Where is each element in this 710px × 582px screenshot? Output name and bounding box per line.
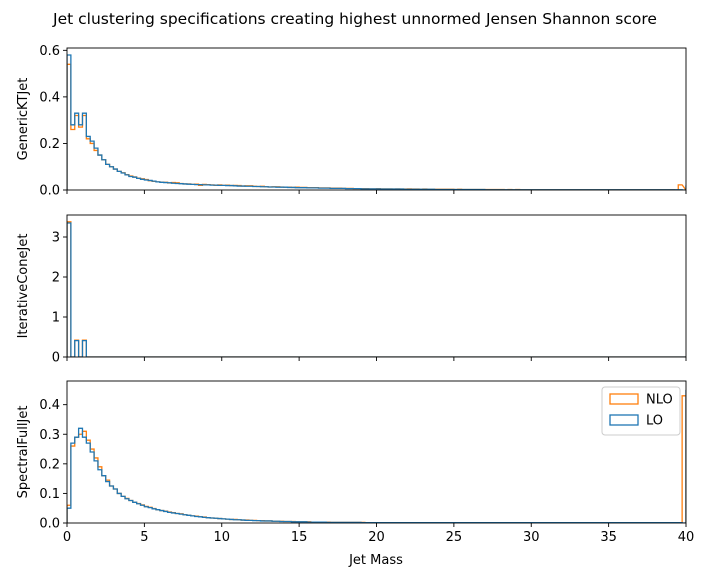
y-tick-label: 2 [52,271,60,286]
y-axis-label: GenericKTJet [16,78,31,161]
panels: 0.0 0.2 0.4 0.6 GenericKTJet 0 1 2 3 IterativeCon… [16,44,694,545]
x-tick-label: 15 [291,530,308,545]
y-tick-label: 0.3 [39,428,60,443]
y-tick-label: 0.0 [39,184,60,199]
x-tick-label: 20 [368,530,385,545]
x-tick-label: 25 [446,530,463,545]
y-tick-label: 0.2 [39,457,60,472]
x-tick-label: 0 [63,530,71,545]
legend-label-nlo: NLO [646,393,673,408]
y-tick-label: 0.1 [39,487,60,502]
legend-swatch-lo [609,414,639,426]
y-tick-label: 0.2 [39,137,60,152]
y-tick-label: 0.4 [39,90,60,105]
x-tick-label: 5 [140,530,148,545]
y-tick-label: 0.0 [39,517,60,532]
legend-box [601,386,681,436]
y-tick-label: 0.6 [39,44,60,59]
chart-title: Jet clustering specifications creating h… [52,10,657,28]
x-tick-label: 30 [523,530,540,545]
panel-1: 0.0 0.2 0.4 0.6 GenericKTJet [16,44,687,199]
y-tick-label: 1 [52,311,60,326]
y-tick-label: 3 [52,231,60,246]
x-tick-label: 35 [600,530,617,545]
legend: NLO LO [601,386,681,436]
legend-swatch-nlo [609,393,639,405]
y-axis-label: SpectralFullJet [16,406,31,499]
x-axis-label: Jet Mass [348,553,403,568]
y-tick-label: 0 [52,351,60,366]
legend-label-lo: LO [646,414,663,429]
y-tick-label: 0.4 [39,398,60,413]
y-axis-label: IterativeConeJet [16,234,31,339]
x-tick-label: 40 [678,530,695,545]
panel-2: 0 1 2 3 IterativeConeJet [16,214,687,366]
panel-3: 0.0 0.1 0.2 0.3 0.4 0 5 10 15 20 25 30 35 40 SpectralF… [16,380,695,545]
x-tick-label: 10 [213,530,230,545]
